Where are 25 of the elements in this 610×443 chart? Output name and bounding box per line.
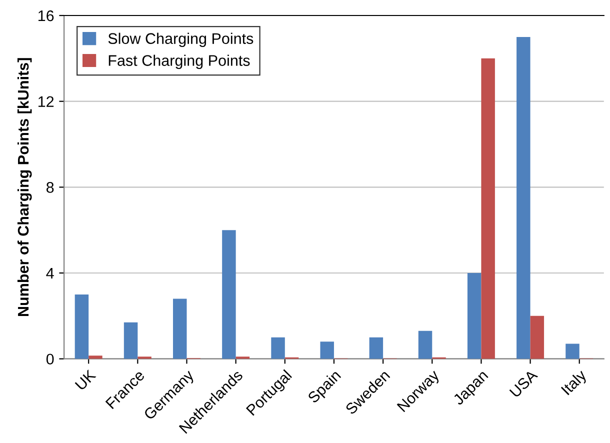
bar (88, 356, 102, 359)
bar (418, 330, 432, 359)
y-axis-title: Number of Charging Points [kUnits] (17, 58, 32, 316)
legend-label: Fast Charging Points (108, 54, 250, 69)
y-tick-label: 4 (46, 268, 54, 279)
legend-label: Slow Charging Points (108, 32, 254, 48)
y-tick-label: 12 (38, 96, 54, 107)
x-tick-label: UK (74, 369, 96, 391)
bar (516, 36, 530, 359)
x-tick-label: Italy (560, 368, 590, 398)
bar (320, 342, 334, 359)
bar (481, 58, 495, 359)
bar (74, 294, 89, 359)
bar (369, 337, 384, 359)
y-tick-label: 16 (38, 10, 54, 22)
bar (530, 316, 544, 359)
bar (222, 230, 236, 359)
y-tick-label: 0 (46, 354, 54, 365)
bar (271, 337, 285, 359)
y-tick-label: 8 (46, 182, 54, 193)
x-tick-label: USA (509, 368, 538, 398)
bar (173, 298, 187, 359)
bar (124, 322, 138, 359)
bar (467, 273, 482, 359)
bar (566, 344, 580, 359)
